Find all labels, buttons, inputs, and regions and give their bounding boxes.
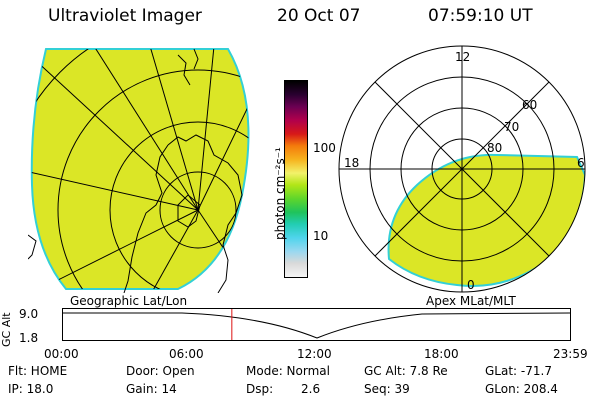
mlat-label-80: 80 <box>487 141 502 155</box>
time-tick-1800: 18:00 <box>424 347 459 361</box>
polar-emission-region <box>387 153 585 287</box>
glon-status: GLon: 208.4 <box>485 382 558 396</box>
altitude-curve <box>63 312 571 339</box>
mlt-label-12: 12 <box>455 50 470 64</box>
colorbar-unit-label: photon cm⁻²s⁻¹ <box>273 147 287 240</box>
geographic-label: Geographic Lat/Lon <box>70 294 188 308</box>
mode-status: Mode: Normal <box>246 364 330 378</box>
time-tick-0600: 06:00 <box>169 347 204 361</box>
colorbar-gradient <box>285 81 307 277</box>
dsp-label: Dsp: <box>246 382 274 396</box>
geographic-map <box>28 48 250 293</box>
colorbar-tick-100: 100 <box>313 141 336 155</box>
time-tick-1200: 12:00 <box>297 347 332 361</box>
coastline-north <box>177 48 199 86</box>
colorbar <box>284 80 308 278</box>
time-tick-0000: 00:00 <box>44 347 79 361</box>
mlt-label-0: 0 <box>467 278 475 292</box>
gc-alt-axis-label: GC Alt <box>0 312 13 347</box>
glat-status: GLat: -71.7 <box>485 364 552 378</box>
gc-altitude-status: GC Alt: 7.8 Re <box>364 364 448 378</box>
gain-status: Gain: 14 <box>126 382 177 396</box>
time-tick-2359: 23:59 <box>553 347 588 361</box>
sequence-status: Seq: 39 <box>364 382 410 396</box>
time-label: 07:59:10 UT <box>428 6 533 26</box>
ip-status: IP: 18.0 <box>8 382 54 396</box>
mlat-label-60: 60 <box>522 98 537 112</box>
gc-alt-tick-low: 1.8 <box>19 331 39 345</box>
colorbar-tick-10: 10 <box>313 229 329 243</box>
gc-alt-tick-high: 9.0 <box>19 307 39 321</box>
door-status: Door: Open <box>126 364 195 378</box>
auroral-emission-disk <box>30 48 250 290</box>
date-label: 20 Oct 07 <box>277 6 361 26</box>
apex-label: Apex MLat/MLT <box>426 294 516 308</box>
coastline <box>123 134 243 293</box>
instrument-title: Ultraviolet Imager <box>48 6 202 26</box>
dsp-value: 2.6 <box>301 382 321 396</box>
mlat-label-70: 70 <box>504 120 519 134</box>
mlt-label-18: 18 <box>344 156 359 170</box>
flight-status: Flt: HOME <box>8 364 68 378</box>
altitude-strip-plot <box>62 308 571 341</box>
mlt-label-6: 6 <box>577 156 585 170</box>
polar-plot: 12 18 6 0 60 70 80 <box>338 45 586 293</box>
coastline-west <box>28 234 37 260</box>
